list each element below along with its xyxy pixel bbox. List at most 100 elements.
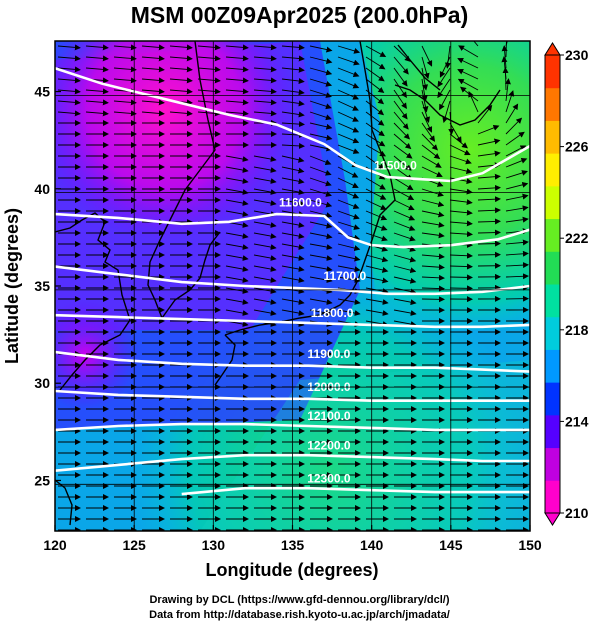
wind-arrow <box>421 274 445 281</box>
wind-arrow <box>337 100 359 111</box>
wind-arrow <box>57 88 81 95</box>
wind-arrow <box>253 232 277 239</box>
wind-arrow <box>281 66 305 73</box>
wind-arrow <box>225 110 249 117</box>
wind-arrow <box>337 298 361 305</box>
wind-arrow <box>502 67 509 91</box>
y-tick-label: 25 <box>34 472 50 488</box>
wind-arrow <box>393 45 411 62</box>
wind-arrow <box>505 103 519 124</box>
wind-arrow <box>113 44 137 51</box>
wind-arrow <box>505 117 523 135</box>
wind-arrow <box>449 155 472 165</box>
wind-arrow <box>141 99 165 106</box>
height-contours <box>55 66 530 496</box>
wind-arrow <box>113 110 137 117</box>
contour-label: 11900.0 <box>308 347 351 361</box>
wind-arrow <box>309 221 333 229</box>
wind-arrow <box>57 44 81 51</box>
wind-arrow <box>365 122 385 137</box>
wind-arrow <box>421 155 442 168</box>
wind-arrow <box>449 274 473 281</box>
y-tick-label: 45 <box>34 84 50 100</box>
wind-arrow <box>365 89 385 105</box>
wind-arrow <box>225 232 249 239</box>
wind-arrow <box>393 254 417 263</box>
wind-arrow <box>505 41 508 47</box>
wind-arrow <box>225 99 249 106</box>
wind-arrow <box>253 309 277 316</box>
wind-arrow <box>421 199 445 208</box>
x-tick-label: 120 <box>43 537 67 553</box>
wind-arrow <box>309 265 333 272</box>
wind-arrow <box>309 166 332 176</box>
wind-arrow <box>393 89 407 110</box>
wind-arrow <box>225 265 249 272</box>
wind-arrow <box>225 88 249 95</box>
colorbar: 210 214 218 222 226 230 <box>544 42 589 526</box>
wind-arrow <box>477 138 501 146</box>
wind-arrow <box>309 254 333 261</box>
colorbar-tick-label: 226 <box>565 139 589 155</box>
wind-arrow <box>225 177 249 184</box>
wind-arrow <box>85 110 109 117</box>
wind-arrow <box>309 199 333 208</box>
wind-arrow <box>337 78 360 89</box>
wind-arrow <box>421 221 445 228</box>
wind-arrow <box>253 199 277 206</box>
wind-arrow <box>337 199 360 209</box>
wind-arrow <box>365 276 389 284</box>
colorbar-tick-label: 230 <box>565 47 589 63</box>
wind-arrow <box>365 254 389 263</box>
wind-arrow <box>365 177 386 190</box>
contour-12200 <box>55 453 530 472</box>
wind-arrow <box>253 166 277 173</box>
wind-arrow <box>393 122 410 140</box>
wind-arrow <box>253 221 277 228</box>
wind-arrow <box>505 181 529 190</box>
x-axis-label: Longitude (degrees) <box>205 560 378 580</box>
wind-arrow <box>337 188 360 199</box>
colorbar-tick-label: 218 <box>565 322 589 338</box>
wind-arrow <box>505 205 529 212</box>
wind-arrow <box>393 78 407 99</box>
contour-11500 <box>55 66 530 183</box>
wind-arrow <box>113 99 137 106</box>
wind-arrow <box>225 166 249 173</box>
wind-arrow <box>393 155 412 171</box>
wind-arrow <box>444 45 451 69</box>
wind-arrow <box>309 67 333 76</box>
wind-arrow <box>421 89 429 113</box>
wind-arrow <box>225 298 249 305</box>
wind-arrow <box>393 100 408 120</box>
contour-11800 <box>55 313 530 329</box>
wind-arrow <box>437 78 451 99</box>
wind-arrow <box>365 133 386 147</box>
wind-arrow <box>393 144 413 159</box>
wind-arrow <box>393 67 408 87</box>
x-axis-ticks: 120 125 130 135 140 145 150 <box>43 525 542 553</box>
colorbar-segment <box>545 87 560 121</box>
wind-arrow <box>421 100 430 123</box>
contour-label: 11500.0 <box>374 158 417 172</box>
colorbar-max-triangle <box>544 42 561 56</box>
wind-arrow <box>337 166 359 178</box>
contour-label: 12300.0 <box>307 471 351 485</box>
contour-label: 11800.0 <box>311 306 354 320</box>
wind-arrow <box>449 177 473 185</box>
contour-labels: 11500.011600.011700.011800.011900.012000… <box>279 158 417 485</box>
wind-arrow <box>197 99 221 106</box>
wind-arrow <box>309 276 333 283</box>
wind-arrow <box>337 265 361 273</box>
y-tick-label: 30 <box>34 375 50 391</box>
wind-arrow <box>505 262 529 269</box>
wind-arrow <box>337 67 360 77</box>
wind-arrow <box>393 177 414 191</box>
wind-arrow <box>365 45 387 57</box>
wind-arrow <box>225 243 249 250</box>
wind-arrow <box>505 145 527 157</box>
wind-arrow <box>253 110 277 117</box>
wind-arrow <box>169 77 193 84</box>
wind-arrow <box>253 276 277 283</box>
wind-arrow <box>421 285 445 292</box>
